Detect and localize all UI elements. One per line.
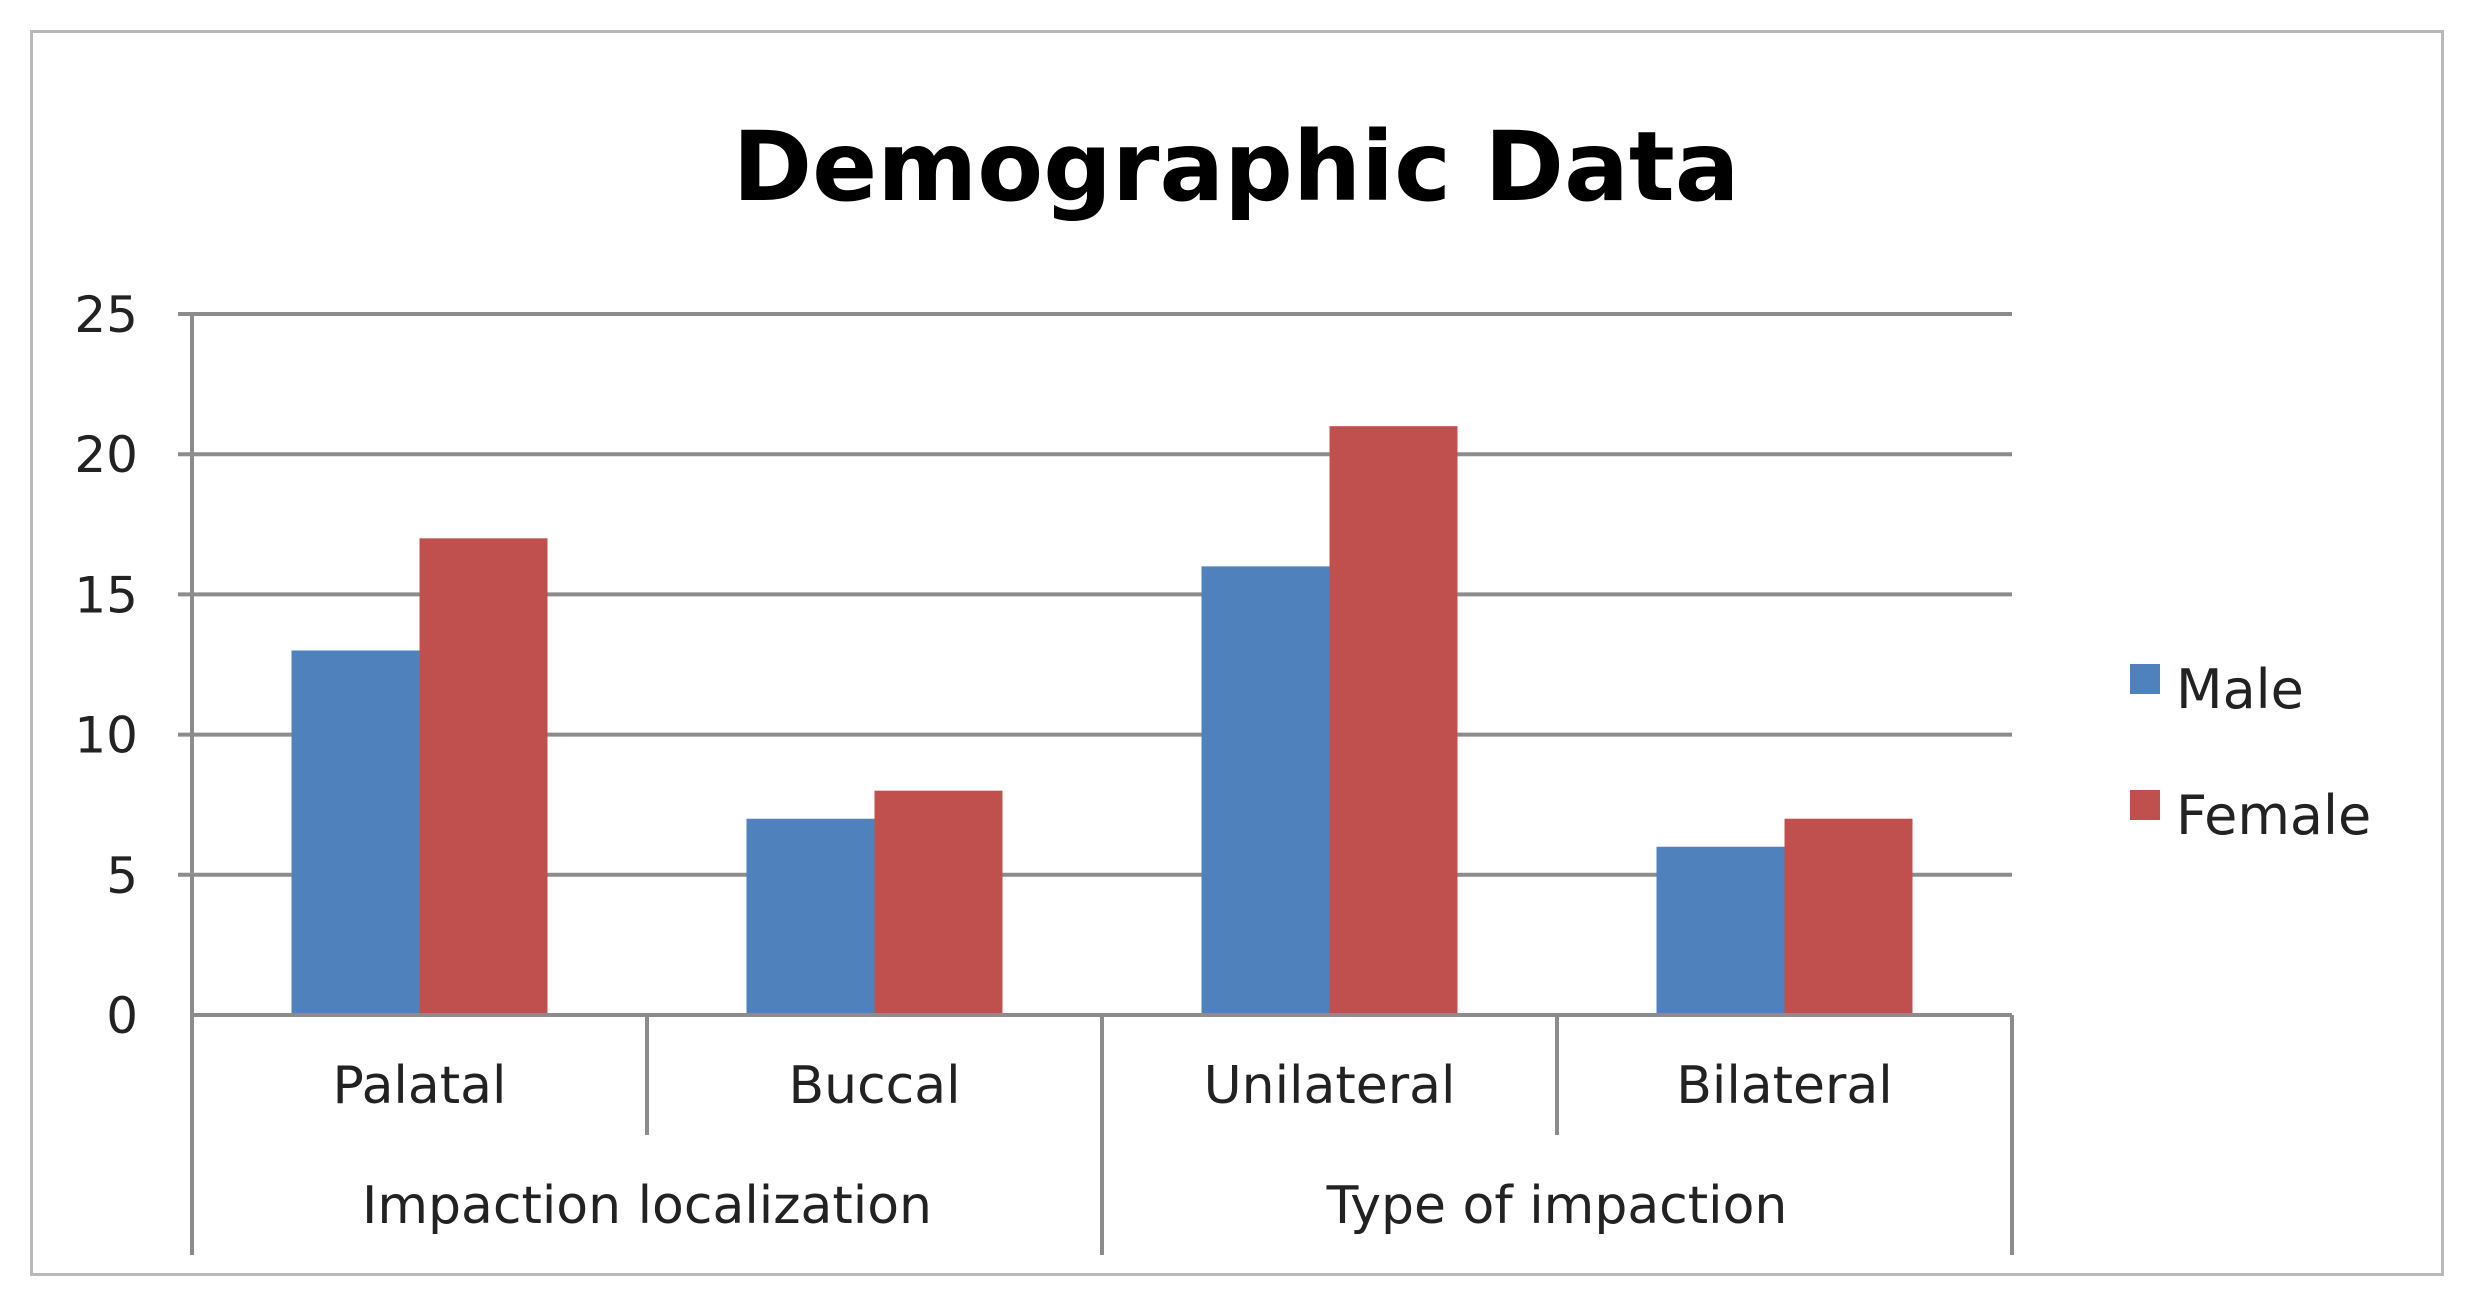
- legend-label-female: Female: [2176, 784, 2371, 847]
- chart-title: Demographic Data: [732, 111, 1739, 223]
- y-tick-label: 5: [106, 847, 138, 905]
- bars: [291, 426, 1913, 1015]
- y-tick-label: 20: [74, 426, 138, 484]
- x-category-label: Unilateral: [1204, 1056, 1456, 1116]
- bar-female-unilateral: [1329, 426, 1458, 1015]
- axis-labels: 0 5 10 15 20 25 Palatal Buccal Unilateral Bilater…: [74, 286, 1892, 1236]
- bar-female-buccal: [874, 790, 1003, 1015]
- bar-male-buccal: [746, 818, 875, 1015]
- y-tick-label: 10: [74, 707, 138, 765]
- bar-female-bilateral: [1784, 818, 1913, 1015]
- x-category-label: Bilateral: [1676, 1056, 1893, 1116]
- bar-male-bilateral: [1656, 846, 1785, 1015]
- x-category-label: Buccal: [788, 1056, 960, 1116]
- y-tick-label: 25: [74, 286, 138, 344]
- legend-swatch-male: [2130, 664, 2160, 694]
- x-category-label: Palatal: [333, 1056, 507, 1116]
- legend: Male Female: [2130, 658, 2371, 847]
- bar-male-palatal: [291, 650, 420, 1015]
- x-group-label: Type of impaction: [1326, 1176, 1788, 1236]
- bar-male-unilateral: [1201, 566, 1330, 1015]
- y-tick-label: 15: [74, 566, 138, 624]
- bar-female-palatal: [419, 538, 548, 1015]
- axes: [190, 314, 2014, 1255]
- legend-swatch-female: [2130, 790, 2160, 820]
- legend-label-male: Male: [2176, 658, 2304, 721]
- x-group-label: Impaction localization: [362, 1176, 932, 1236]
- y-tick-label: 0: [106, 987, 138, 1045]
